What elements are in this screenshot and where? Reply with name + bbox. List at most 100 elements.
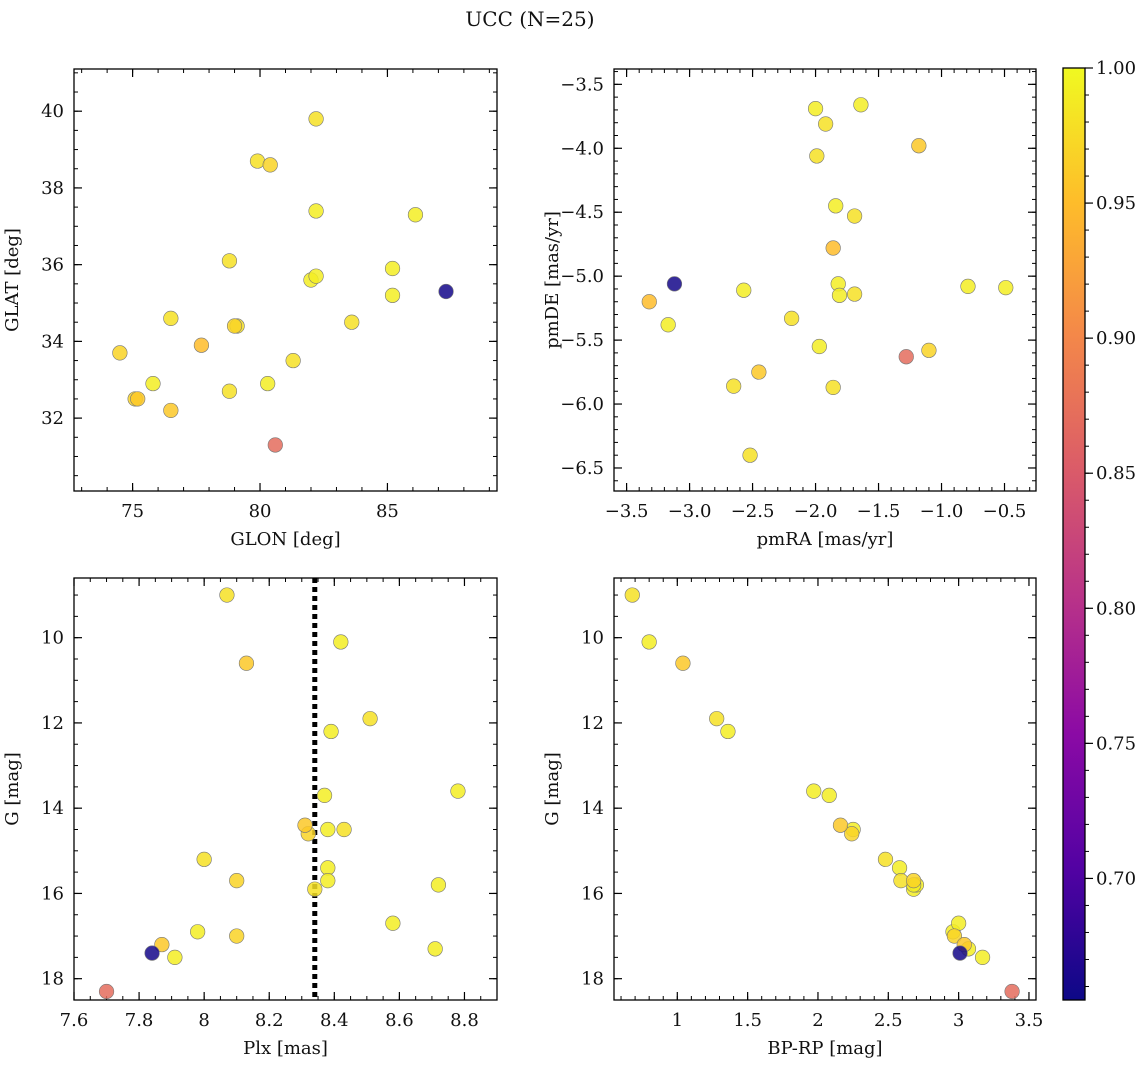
y-tick-label: 34 [41, 331, 64, 352]
data-point [946, 928, 963, 944]
data-point [190, 924, 206, 940]
data-point [847, 286, 863, 302]
x-tick-label: 2.5 [874, 1010, 903, 1031]
data-point [320, 873, 336, 889]
x-tick-label: 8.8 [450, 1010, 479, 1031]
x-tick-label: −1.5 [857, 501, 901, 522]
y-tick-label: 16 [41, 883, 64, 904]
data-point [736, 282, 752, 298]
x-tick-label: 3.5 [1015, 1010, 1044, 1031]
y-tick-label: 32 [41, 408, 64, 429]
data-point [666, 276, 683, 292]
data-point [308, 111, 324, 127]
data-point [438, 283, 454, 300]
data-point [726, 378, 742, 394]
y-tick-label: 18 [41, 969, 64, 990]
x-tick-label: 1.5 [733, 1010, 762, 1031]
x-tick-label: 1 [672, 1010, 683, 1031]
data-point [362, 711, 378, 727]
data-point [384, 287, 401, 303]
panel-color-magnitude: 1 1.5 2 2.5 3 3.5 10 12 14 16 18 BP-RP [mag] G [mag] [542, 577, 1044, 1059]
data-point [167, 949, 183, 965]
y-tick-label: −3.5 [560, 74, 604, 95]
data-point [316, 787, 333, 803]
colorbar-tick-label: 0.95 [1096, 193, 1136, 214]
x-tick-label: 75 [121, 501, 144, 522]
colorbar-tick-label: 1.00 [1096, 58, 1136, 79]
y-tick-label: 10 [581, 628, 604, 649]
colorbar: 0.70 0.75 0.80 0.85 0.90 0.95 1.00 [1062, 58, 1136, 1001]
data-point [333, 634, 349, 650]
data-point [229, 928, 245, 944]
x-tick-label: 3 [953, 1010, 964, 1031]
data-point [307, 881, 323, 897]
data-point [285, 352, 301, 369]
axes-frame [613, 68, 1037, 492]
axes-frame [613, 577, 1037, 1001]
data-point [811, 338, 827, 355]
data-point [163, 402, 179, 419]
data-point [344, 314, 360, 330]
x-tick-label: −3.5 [605, 501, 649, 522]
x-tick-label: −2.5 [731, 501, 775, 522]
data-point [624, 587, 640, 603]
y-tick-label: 16 [581, 883, 604, 904]
data-point [821, 787, 837, 803]
data-point [742, 447, 758, 463]
data-point [407, 207, 424, 223]
data-point [112, 345, 128, 361]
x-tick-label: −3.0 [668, 501, 712, 522]
x-tick-label: 7.8 [125, 1010, 154, 1031]
axes-frame [73, 577, 498, 1001]
data-point [784, 310, 800, 326]
y-tick-label: 14 [41, 798, 64, 819]
data-point [384, 260, 401, 277]
data-point [193, 337, 210, 353]
data-point [196, 851, 212, 867]
y-tick-label: −5.0 [560, 266, 604, 287]
data-point [308, 268, 324, 284]
data-point [641, 634, 657, 650]
data-point [853, 97, 869, 113]
data-point [219, 587, 235, 603]
y-axis-label: pmDE [mas/yr] [542, 211, 563, 349]
y-axis-label: G [mag] [2, 752, 23, 825]
data-point [262, 157, 278, 173]
data-point [323, 723, 339, 740]
data-point [951, 915, 967, 931]
data-point [1004, 983, 1020, 1000]
x-tick-label: 8.4 [320, 1010, 349, 1031]
data-point [906, 873, 922, 889]
x-tick-label: 2 [812, 1010, 823, 1031]
x-axis-label: GLON [deg] [230, 529, 340, 550]
data-point [818, 116, 834, 132]
data-point [320, 821, 336, 838]
data-point [831, 287, 848, 303]
y-axis-label: GLAT [deg] [2, 228, 23, 332]
y-tick-label: 40 [41, 101, 64, 122]
colorbar-tick-label: 0.80 [1096, 598, 1136, 619]
x-tick-label: 80 [249, 501, 272, 522]
data-point [226, 318, 243, 334]
axes-frame [73, 68, 498, 492]
data-point [221, 253, 238, 269]
data-point [450, 783, 466, 799]
data-point [807, 101, 824, 117]
data-point [751, 364, 767, 380]
data-point [825, 379, 841, 396]
data-point [660, 317, 676, 333]
y-tick-label: −4.5 [560, 202, 604, 223]
x-tick-label: 8 [198, 1010, 209, 1031]
y-tick-label: 10 [41, 628, 64, 649]
data-point [974, 949, 991, 965]
panel-parallax-magnitude: 7.6 7.8 8 8.2 8.4 8.6 8.8 10 12 14 16 18 Plx [mas] G … [2, 577, 498, 1059]
colorbar-tick-label: 0.90 [1096, 328, 1136, 349]
x-tick-label: 7.6 [60, 1010, 89, 1031]
x-axis-label: pmRA [mas/yr] [757, 529, 894, 550]
figure-title: UCC (N=25) [465, 7, 594, 31]
data-point [921, 342, 937, 358]
x-tick-label: −1.0 [920, 501, 964, 522]
data-point [898, 349, 914, 365]
data-point [960, 278, 976, 294]
